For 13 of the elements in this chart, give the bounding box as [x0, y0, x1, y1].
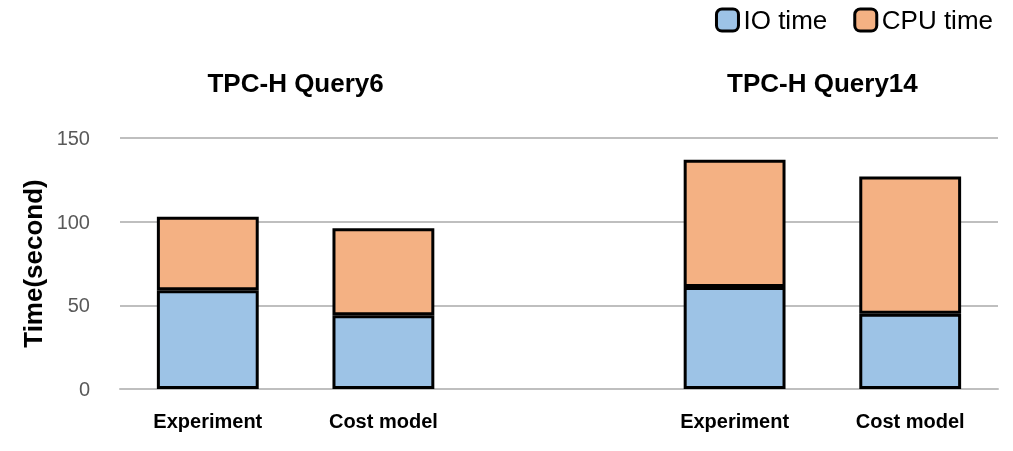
- y-tick-label: 50: [67, 294, 90, 317]
- y-tick-label: 0: [78, 378, 90, 400]
- legend-label: CPU time: [881, 5, 994, 35]
- x-tick-label: Experiment: [680, 410, 790, 432]
- y-axis-title: Time(second): [17, 179, 48, 348]
- x-tick-label: Experiment: [153, 410, 263, 432]
- legend-label: IO time: [743, 5, 828, 35]
- x-tick-label: Cost model: [328, 410, 438, 432]
- y-tick-label: 150: [56, 127, 90, 149]
- text: TPC-H Query6: [207, 68, 384, 98]
- text: TPC-H Query14: [727, 68, 919, 98]
- x-tick-label: Cost model: [855, 410, 965, 432]
- y-tick-label: 100: [56, 210, 90, 233]
